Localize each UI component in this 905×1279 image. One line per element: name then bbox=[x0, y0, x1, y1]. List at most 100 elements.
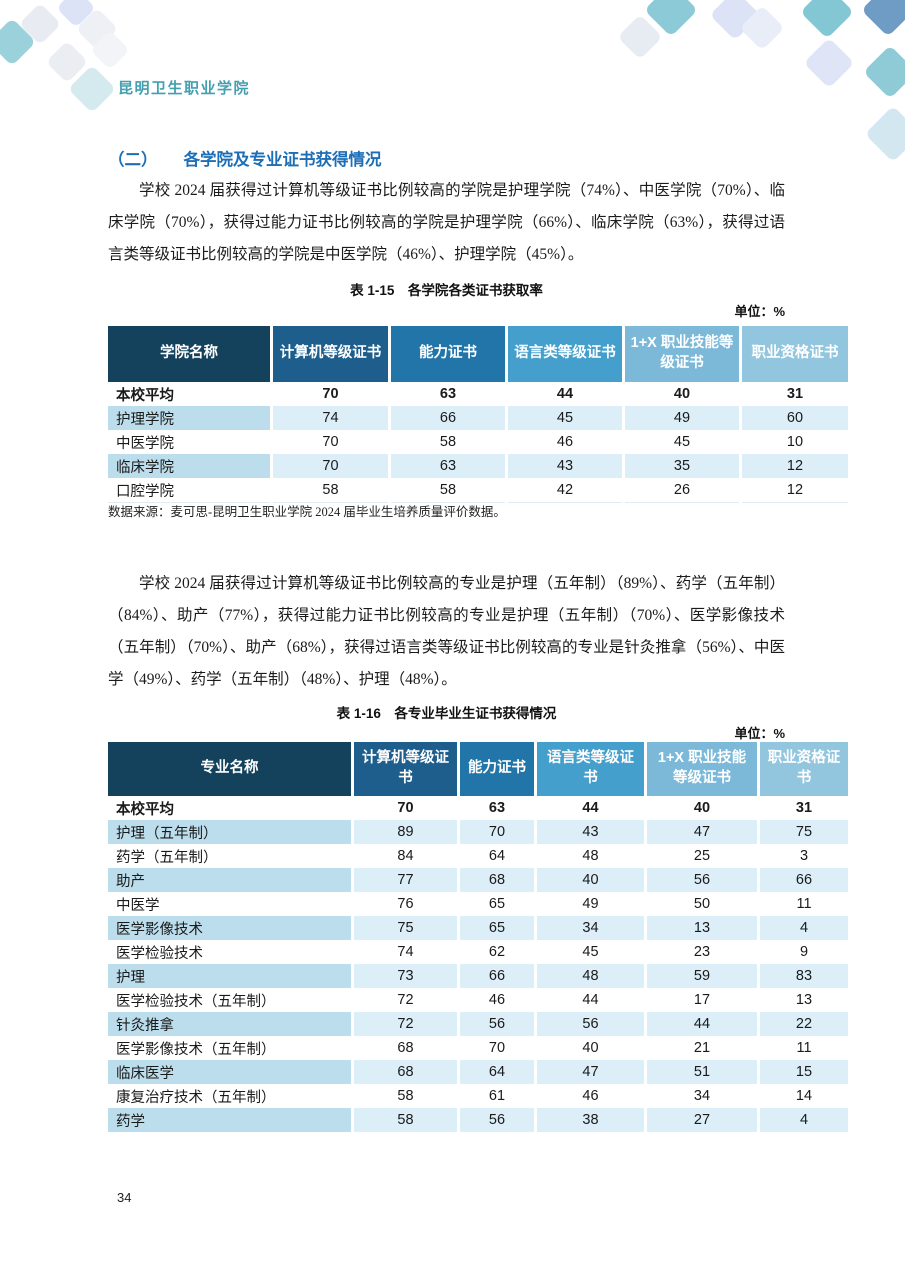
column-header: 能力证书 bbox=[389, 326, 508, 382]
value-cell: 21 bbox=[645, 1036, 760, 1060]
value-cell: 13 bbox=[758, 988, 848, 1012]
column-header: 学院名称 bbox=[108, 326, 273, 382]
row-label-cell: 中医学 bbox=[108, 892, 354, 916]
column-header: 计算机等级证书 bbox=[271, 326, 391, 382]
table-1-16-caption: 表 1-16 各专业毕业生证书获得情况 bbox=[336, 706, 557, 721]
decor-diamond bbox=[803, 37, 855, 89]
value-cell: 31 bbox=[740, 382, 848, 406]
decor-diamond bbox=[864, 105, 905, 163]
value-cell: 49 bbox=[535, 892, 647, 916]
value-cell: 44 bbox=[645, 1012, 760, 1036]
table-row: 针灸推拿 72 56 56 44 22 bbox=[108, 1012, 848, 1036]
table-row: 护理学院 74 66 45 49 60 bbox=[108, 406, 848, 430]
value-cell: 65 bbox=[458, 892, 537, 916]
value-cell: 70 bbox=[271, 454, 391, 478]
value-cell: 89 bbox=[352, 820, 460, 844]
table-row: 中医学 76 65 49 50 11 bbox=[108, 892, 848, 916]
value-cell: 15 bbox=[758, 1060, 848, 1084]
value-cell: 56 bbox=[458, 1108, 537, 1132]
value-cell: 63 bbox=[458, 796, 537, 820]
value-cell: 4 bbox=[758, 1108, 848, 1132]
table-row: 本校平均 70 63 44 40 31 bbox=[108, 382, 848, 406]
value-cell: 31 bbox=[758, 796, 848, 820]
value-cell: 66 bbox=[389, 406, 508, 430]
table-1-16-unit-label: 单位：% bbox=[734, 726, 785, 741]
value-cell: 45 bbox=[535, 940, 647, 964]
table-row: 口腔学院 58 58 42 26 12 bbox=[108, 478, 848, 503]
value-cell: 70 bbox=[458, 1036, 537, 1060]
value-cell: 49 bbox=[623, 406, 742, 430]
value-cell: 11 bbox=[758, 1036, 848, 1060]
value-cell: 27 bbox=[645, 1108, 760, 1132]
row-label-cell: 中医学院 bbox=[108, 430, 273, 454]
value-cell: 48 bbox=[535, 964, 647, 988]
value-cell: 40 bbox=[535, 868, 647, 892]
column-header: 语言类等级证书 bbox=[506, 326, 625, 382]
paragraph-major-certificates: 学校 2024 届获得过计算机等级证书比例较高的专业是护理（五年制）（89%）、… bbox=[108, 575, 785, 688]
column-header: 能力证书 bbox=[458, 742, 537, 796]
value-cell: 10 bbox=[740, 430, 848, 454]
row-label-cell: 康复治疗技术（五年制） bbox=[108, 1084, 354, 1108]
value-cell: 17 bbox=[645, 988, 760, 1012]
table-major-certificate-rates: 专业名称 计算机等级证书 能力证书 语言类等级证书 1+X 职业技能等级证书 职业资格证书… bbox=[108, 742, 848, 1132]
value-cell: 45 bbox=[623, 430, 742, 454]
section-heading: （二） 各学院及专业证书获得情况 bbox=[108, 146, 785, 170]
value-cell: 58 bbox=[271, 478, 391, 503]
row-label-cell: 医学影像技术（五年制） bbox=[108, 1036, 354, 1060]
value-cell: 50 bbox=[645, 892, 760, 916]
value-cell: 70 bbox=[458, 820, 537, 844]
value-cell: 72 bbox=[352, 988, 460, 1012]
value-cell: 68 bbox=[352, 1036, 460, 1060]
value-cell: 75 bbox=[758, 820, 848, 844]
table-row: 药学 58 56 38 27 4 bbox=[108, 1108, 848, 1132]
row-label-cell: 本校平均 bbox=[108, 382, 273, 406]
page-number: 34 bbox=[117, 1190, 132, 1205]
value-cell: 25 bbox=[645, 844, 760, 868]
value-cell: 46 bbox=[535, 1084, 647, 1108]
value-cell: 59 bbox=[645, 964, 760, 988]
table-row: 助产 77 68 40 56 66 bbox=[108, 868, 848, 892]
value-cell: 38 bbox=[535, 1108, 647, 1132]
table-row: 中医学院 70 58 46 45 10 bbox=[108, 430, 848, 454]
column-header: 1+X 职业技能等级证书 bbox=[645, 742, 760, 796]
value-cell: 47 bbox=[535, 1060, 647, 1084]
row-label-cell: 护理（五年制） bbox=[108, 820, 354, 844]
row-label-cell: 针灸推拿 bbox=[108, 1012, 354, 1036]
value-cell: 9 bbox=[758, 940, 848, 964]
value-cell: 70 bbox=[271, 382, 391, 406]
table-row: 药学（五年制） 84 64 48 25 3 bbox=[108, 844, 848, 868]
table-row: 医学影像技术 75 65 34 13 4 bbox=[108, 916, 848, 940]
table-1-15-caption: 表 1-15 各学院各类证书获取率 bbox=[350, 283, 543, 298]
school-logo-text: 昆明卫生职业学院 bbox=[118, 80, 251, 97]
value-cell: 46 bbox=[458, 988, 537, 1012]
decor-diamond bbox=[861, 0, 905, 37]
value-cell: 58 bbox=[389, 478, 508, 503]
column-header: 语言类等级证书 bbox=[535, 742, 647, 796]
value-cell: 63 bbox=[389, 382, 508, 406]
row-label-cell: 临床医学 bbox=[108, 1060, 354, 1084]
value-cell: 44 bbox=[535, 796, 647, 820]
value-cell: 73 bbox=[352, 964, 460, 988]
value-cell: 34 bbox=[535, 916, 647, 940]
value-cell: 58 bbox=[389, 430, 508, 454]
value-cell: 34 bbox=[645, 1084, 760, 1108]
row-label-cell: 药学（五年制） bbox=[108, 844, 354, 868]
value-cell: 70 bbox=[271, 430, 391, 454]
value-cell: 68 bbox=[352, 1060, 460, 1084]
value-cell: 77 bbox=[352, 868, 460, 892]
column-header: 1+X 职业技能等级证书 bbox=[623, 326, 742, 382]
row-label-cell: 口腔学院 bbox=[108, 478, 273, 503]
row-label-cell: 药学 bbox=[108, 1108, 354, 1132]
data-source-note: 数据来源：麦可思-昆明卫生职业学院 2024 届毕业生培养质量评价数据。 bbox=[108, 505, 506, 519]
value-cell: 11 bbox=[758, 892, 848, 916]
section-number: （二） bbox=[108, 151, 158, 169]
row-label-cell: 助产 bbox=[108, 868, 354, 892]
value-cell: 43 bbox=[535, 820, 647, 844]
column-header: 专业名称 bbox=[108, 742, 354, 796]
value-cell: 56 bbox=[645, 868, 760, 892]
value-cell: 40 bbox=[623, 382, 742, 406]
value-cell: 46 bbox=[506, 430, 625, 454]
decor-diamond bbox=[863, 45, 905, 99]
value-cell: 70 bbox=[352, 796, 460, 820]
